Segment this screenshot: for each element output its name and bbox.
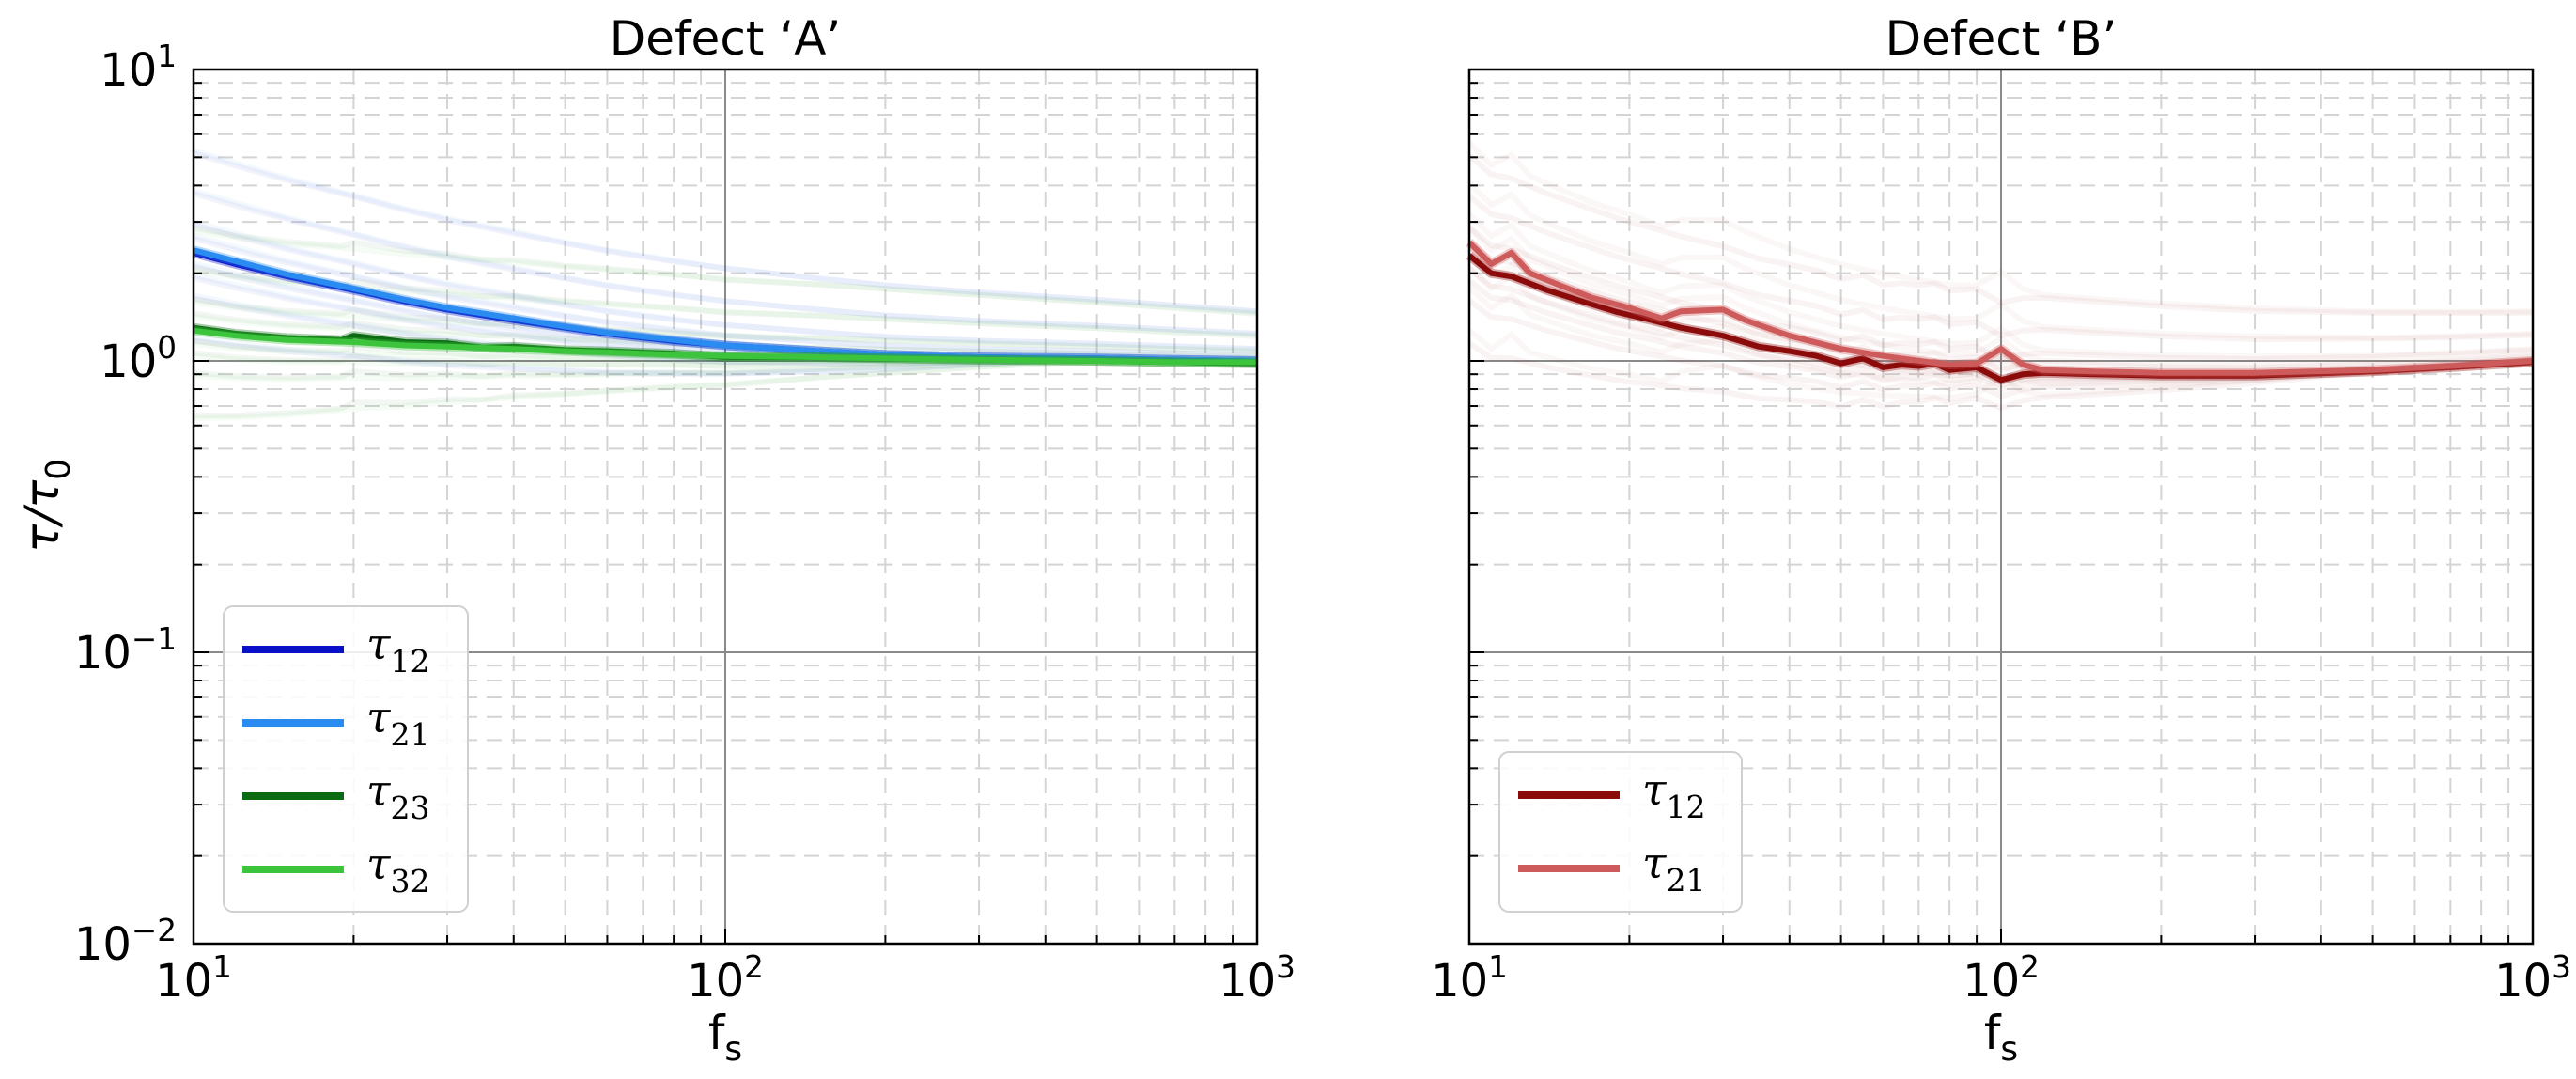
faint-traces	[1469, 140, 2533, 412]
chart-title: Defect ‘A’	[610, 11, 842, 66]
faint-trace	[194, 357, 1257, 422]
series-lines	[192, 245, 1258, 368]
series-line-tau32	[193, 327, 1257, 366]
faint-trace	[1469, 194, 2533, 342]
x-axis-label: fs	[708, 1006, 742, 1069]
legend-label-tau21: τ21	[366, 692, 430, 753]
faint-trace	[194, 357, 1257, 419]
faint-trace	[1469, 328, 2533, 401]
legend-label-tau12: τ12	[1642, 764, 1706, 825]
faint-trace	[194, 222, 1257, 352]
faint-trace	[194, 227, 1257, 316]
faint-trace	[194, 148, 1257, 315]
panel-defect-a: 101 102 103 101 100 10−1 10−2 Defect ‘A’ fs τ12 τ2…	[74, 11, 1296, 1069]
faint-trace	[1469, 180, 2533, 341]
faint-trace	[1469, 285, 2533, 387]
faint-trace	[194, 149, 1257, 315]
legend-label-tau12: τ12	[366, 618, 430, 680]
legend-label-tau21: τ21	[1642, 837, 1706, 899]
faint-trace	[1469, 298, 2533, 399]
y-axis-label-text: τ/τ0	[15, 459, 78, 553]
legend-label-tau32: τ32	[366, 838, 430, 899]
faint-trace	[194, 188, 1257, 336]
grid	[1469, 70, 2533, 944]
faint-trace	[1469, 226, 2533, 368]
faint-trace	[1469, 266, 2533, 389]
faint-trace	[194, 357, 1257, 381]
series-lines	[1466, 239, 2534, 385]
faint-trace	[1469, 140, 2533, 315]
faint-trace	[194, 190, 1257, 336]
faint-trace	[194, 310, 1257, 361]
y-tick-label: 100	[100, 330, 177, 388]
legend: τ12 τ21 τ23 τ32	[223, 605, 469, 913]
series-line-tau21	[1466, 240, 2534, 376]
ticks	[193, 69, 1258, 945]
faint-trace	[194, 235, 1257, 358]
x-tick-label: 102	[1963, 949, 2040, 1008]
x-tick-label: 103	[1218, 949, 1296, 1008]
faint-trace	[194, 225, 1257, 317]
y-tick-label: 101	[100, 39, 177, 97]
x-tick-label: 102	[687, 949, 764, 1008]
y-tick-label: 10−2	[74, 913, 177, 971]
faint-trace	[194, 357, 1257, 383]
grid	[194, 70, 1257, 944]
faint-trace	[194, 233, 1257, 358]
faint-trace	[1469, 225, 2533, 363]
chart-title: Defect ‘B’	[1885, 11, 2118, 66]
faint-trace	[194, 313, 1257, 359]
y-tick-label: 10−1	[74, 621, 177, 680]
x-tick-label: 103	[2494, 949, 2571, 1008]
legend-label-tau23: τ23	[366, 765, 430, 826]
faint-trace	[1469, 211, 2533, 360]
x-tick-label: 101	[1431, 949, 1508, 1008]
faint-trace	[1469, 153, 2533, 317]
faint-trace	[194, 219, 1257, 352]
y-axis-label: τ/τ0	[15, 459, 78, 553]
faint-trace	[1469, 340, 2533, 412]
faint-trace	[1469, 278, 2533, 393]
legend-box	[223, 605, 469, 913]
x-axis-label: fs	[1984, 1006, 2018, 1069]
ticks	[1468, 69, 2534, 945]
x-tick-label: 101	[155, 949, 232, 1008]
